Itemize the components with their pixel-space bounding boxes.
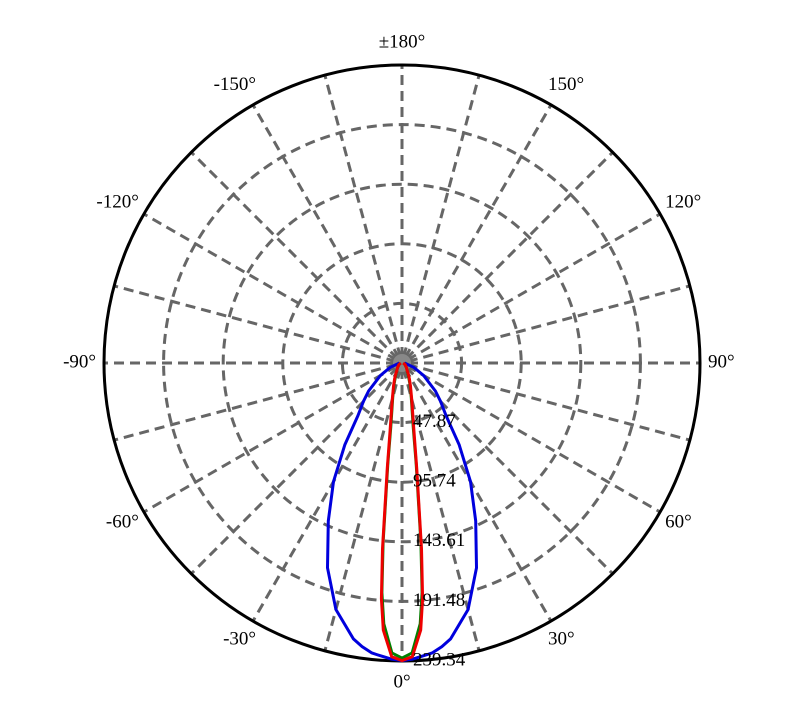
- angle-tick-label: -60°: [106, 511, 139, 532]
- intensity-curve: [379, 361, 425, 663]
- grid-ring: [340, 301, 464, 425]
- angle-tick-label: 60°: [665, 511, 692, 532]
- angle-tick-label: 0°: [393, 671, 410, 692]
- grid-ring: [281, 242, 523, 484]
- radial-tick-label: 143.61: [413, 530, 465, 551]
- grid-spoke: [190, 366, 399, 575]
- grid-spoke: [251, 367, 401, 622]
- grid-spoke: [405, 151, 614, 360]
- grid-spoke: [143, 364, 398, 514]
- radial-tick-label: 239.34: [413, 649, 466, 670]
- grid-ring: [162, 123, 642, 603]
- grid-spoke: [407, 363, 691, 442]
- grid-spoke: [402, 74, 481, 358]
- grid-spoke: [113, 284, 397, 363]
- angle-tick-label: -150°: [214, 74, 256, 95]
- angle-tick-label: 90°: [708, 351, 735, 372]
- angle-tick-label: 30°: [548, 628, 575, 649]
- radial-tick-label: 95.74: [413, 471, 456, 492]
- grid-spoke: [407, 284, 691, 363]
- grid-spoke: [406, 364, 661, 514]
- radial-tick-label: 191.48: [413, 590, 465, 611]
- grid-ring: [221, 182, 583, 544]
- angle-tick-label: -120°: [96, 191, 138, 212]
- angle-tick-label: -90°: [63, 351, 96, 372]
- radial-tick-label: 47.87: [413, 411, 456, 432]
- grid-spoke: [403, 104, 553, 359]
- grid-spoke: [113, 363, 397, 442]
- grid-spoke: [402, 368, 481, 652]
- grid-spoke: [251, 104, 401, 359]
- angle-tick-label: 120°: [665, 191, 701, 212]
- angle-tick-label: -30°: [223, 628, 256, 649]
- angle-tick-label: 150°: [548, 74, 584, 95]
- grid-spoke: [323, 368, 402, 652]
- grid-spoke: [406, 212, 661, 362]
- grid-spoke: [143, 212, 398, 362]
- angle-tick-label: ±180°: [379, 31, 426, 52]
- grid-spoke: [403, 367, 553, 622]
- grid-spoke: [190, 151, 399, 360]
- grid-spoke: [323, 74, 402, 358]
